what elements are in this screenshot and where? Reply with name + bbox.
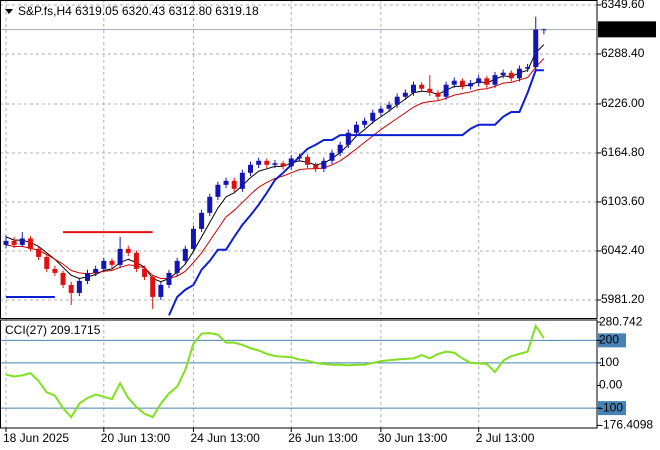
candle-body — [386, 104, 392, 109]
candle-body — [427, 88, 433, 93]
candle-body — [476, 78, 482, 84]
y-tick-label: 5981.20 — [601, 292, 645, 306]
cci-tick-label: 100 — [599, 355, 619, 369]
candle-body — [313, 164, 319, 169]
candle-body — [272, 163, 278, 165]
candle-body — [60, 272, 66, 285]
y-tick-label: 6288.40 — [601, 46, 645, 60]
x-tick-label: 20 Jun 13:00 — [101, 431, 171, 445]
candle-body — [44, 256, 50, 269]
candle-body — [166, 272, 172, 285]
candle-body — [133, 252, 139, 269]
candle-body — [394, 96, 400, 105]
cci-tick-label: 280.742 — [599, 314, 643, 328]
cci-frame — [0, 319, 598, 429]
candle-body — [256, 160, 262, 165]
candle-body — [174, 260, 180, 273]
cci-tick-label: 0.00 — [599, 378, 623, 392]
last-price-tag — [598, 21, 656, 38]
candle-body — [541, 29, 547, 31]
candle-body — [378, 108, 384, 113]
candle-body — [142, 268, 148, 277]
cci-tick-label: -100 — [599, 400, 623, 414]
candle-body — [443, 84, 449, 97]
candle-body — [264, 160, 270, 165]
candle-body — [525, 67, 531, 69]
candle-body — [451, 80, 457, 85]
candle-body — [101, 260, 107, 269]
candle-body — [76, 280, 82, 293]
candle-body — [109, 260, 115, 265]
candle-body — [117, 248, 123, 265]
candle-body — [280, 163, 286, 167]
cci-line — [5, 323, 545, 419]
candle-body — [11, 240, 17, 245]
candle-body — [231, 180, 237, 189]
menu-arrow — [5, 9, 13, 14]
chart-title: S&P.fs,H4 6319.05 6320.43 6312.80 6319.1… — [18, 4, 259, 18]
candle-body — [492, 75, 498, 85]
candle-body — [321, 160, 327, 169]
candle-body — [516, 68, 522, 79]
candle-body — [459, 80, 465, 87]
y-tick-label: 6226.00 — [601, 96, 645, 110]
y-tick-label: 6164.80 — [601, 145, 645, 159]
candle-body — [19, 238, 25, 245]
candle-body — [125, 248, 131, 253]
candle-body — [402, 92, 408, 97]
candle-body — [36, 248, 42, 257]
candle-body — [500, 72, 506, 76]
candle-body — [288, 158, 294, 167]
candle-body — [190, 228, 196, 249]
last-price-label: 6319.18 — [601, 21, 645, 35]
candle-body — [411, 84, 416, 93]
candle-body — [370, 112, 376, 121]
candle-body — [435, 92, 441, 97]
candle-body — [419, 84, 425, 89]
x-tick-label: 26 Jun 13:00 — [288, 431, 358, 445]
candle-body — [248, 164, 253, 173]
candle-body — [468, 83, 474, 87]
candle-body — [239, 172, 245, 189]
candle-body — [337, 144, 343, 153]
main-frame — [0, 0, 598, 319]
cci-title: CCI(27) 209.1715 — [5, 323, 101, 337]
cci-tick-label: -176.4098 — [599, 418, 653, 432]
candle-body — [158, 284, 164, 297]
candle-body — [27, 238, 33, 249]
candle-body — [345, 132, 351, 145]
candle-body — [199, 212, 205, 229]
candle-body — [85, 272, 90, 281]
x-tick-label: 24 Jun 13:00 — [190, 431, 260, 445]
y-tick-label: 6042.40 — [601, 243, 645, 257]
candle-body — [533, 29, 539, 68]
y-tick-label: 6349.60 — [601, 0, 645, 11]
candle-body — [305, 156, 311, 165]
candle-body — [52, 268, 58, 273]
x-tick-label: 2 Jul 13:00 — [476, 431, 535, 445]
candle-body — [353, 124, 359, 133]
candle-body — [93, 268, 99, 273]
candle-body — [150, 276, 156, 297]
y-tick-label: 6103.60 — [601, 194, 645, 208]
candle-body — [3, 240, 9, 245]
x-tick-label: 18 Jun 2025 — [3, 431, 69, 445]
candle-body — [215, 184, 221, 197]
candle-body — [484, 78, 490, 85]
cci-level-tag — [598, 333, 626, 348]
candle-body — [296, 156, 302, 159]
candle-body — [207, 196, 213, 213]
x-tick-label: 30 Jun 13:00 — [378, 431, 448, 445]
candle-body — [223, 180, 229, 185]
cci-level-tag — [598, 401, 626, 416]
candle-body — [182, 248, 188, 261]
candle-body — [362, 120, 368, 125]
candle-body — [329, 152, 335, 161]
cci-tick-label: 200 — [599, 333, 619, 347]
candle-body — [68, 284, 74, 293]
candle-body — [508, 72, 514, 79]
